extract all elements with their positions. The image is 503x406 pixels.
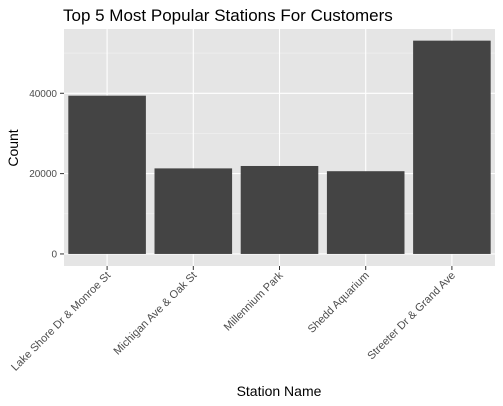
y-tick-label: 40000 <box>29 89 57 100</box>
bar <box>68 95 146 254</box>
y-axis-title: Count <box>5 129 21 166</box>
y-tick-label: 0 <box>51 249 57 260</box>
chart-title: Top 5 Most Popular Stations For Customer… <box>63 6 393 25</box>
x-tick-label: Lake Shore Dr & Monroe St <box>9 270 113 374</box>
x-tick-label: Michigan Ave & Oak St <box>112 270 200 358</box>
y-axis: 0 20000 40000 <box>29 89 64 260</box>
x-tick-label: Millennium Park <box>222 269 286 333</box>
x-tick-label: Streeter Dr & Grand Ave <box>365 270 458 363</box>
y-tick-label: 20000 <box>29 169 57 180</box>
bars <box>68 40 491 254</box>
bar <box>413 40 491 254</box>
x-axis-title: Station Name <box>237 383 322 399</box>
bar <box>326 171 405 254</box>
x-tick-label: Shedd Aquarium <box>306 270 372 336</box>
bar <box>154 168 233 254</box>
bar <box>240 165 319 254</box>
